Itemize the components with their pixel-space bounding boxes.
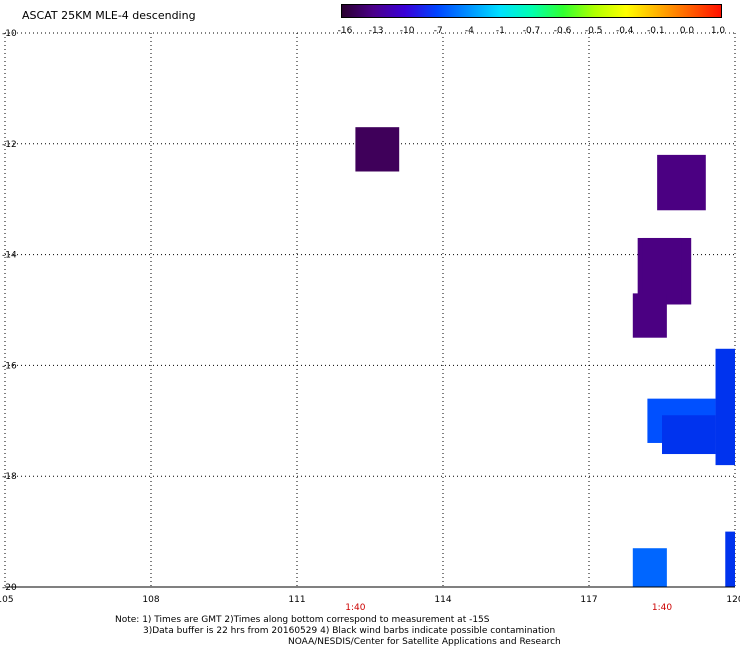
colorbar-label: -7 [433,26,443,36]
lat-tick-label: -20 [2,583,17,593]
data-swath [662,415,716,455]
time-label: 1:40 [652,603,672,613]
lon-tick-label: 108 [142,595,159,605]
lon-tick-label: 105 [0,595,14,605]
colorbar-label: -1 [495,26,505,36]
lat-tick-label: -10 [2,29,17,39]
data-swath [725,531,735,587]
colorbar-label: -0.6 [553,26,572,36]
colorbar-label: -0.5 [584,26,603,36]
data-swath [632,293,667,338]
time-label: 1:40 [345,603,365,613]
colorbar-label: -0.1 [647,26,665,36]
colorbar-label: -16 [337,26,353,36]
colorbar-label: -10 [399,26,415,36]
lon-tick-label: 117 [580,595,597,605]
lon-tick-label: 111 [288,595,305,605]
axis-ticks: 105 108 111 114 117 120 -10 -12 -14 -16 -18 -20 [0,29,740,605]
colorbar-label: -4 [464,26,474,36]
map-title: ASCAT 25KM MLE-4 descending [22,9,196,22]
colorbar-label: -0.4 [615,26,634,36]
lat-tick-label: -14 [2,251,17,261]
colorbar-gradient [341,4,722,18]
colorbar-label: -13 [368,26,384,36]
note-line-3: NOAA/NESDIS/Center for Satellite Applica… [288,637,561,647]
lat-tick-label: -16 [2,361,17,371]
lat-tick-label: -18 [2,472,17,482]
note-line-2: 3)Data buffer is 22 hrs from 20160529 4)… [143,626,556,636]
map-frame [4,33,735,588]
swath-layer [355,127,735,587]
colorbar-label: 1.0 [710,26,726,36]
data-swath [355,127,400,172]
time-labels: 1:40 1:40 [345,603,672,613]
data-swath [657,154,706,211]
lon-tick-label: 114 [434,595,451,605]
lon-tick-label: 120 [726,595,740,605]
note-line-1: Note: 1) Times are GMT 2)Times along bot… [115,615,490,625]
data-swath [632,548,667,587]
grid [4,32,736,588]
data-swath [715,348,735,466]
colorbar-label: -0.7 [522,26,541,36]
lat-tick-label: -12 [2,140,17,150]
colorbar-label: 0.0 [679,26,695,36]
